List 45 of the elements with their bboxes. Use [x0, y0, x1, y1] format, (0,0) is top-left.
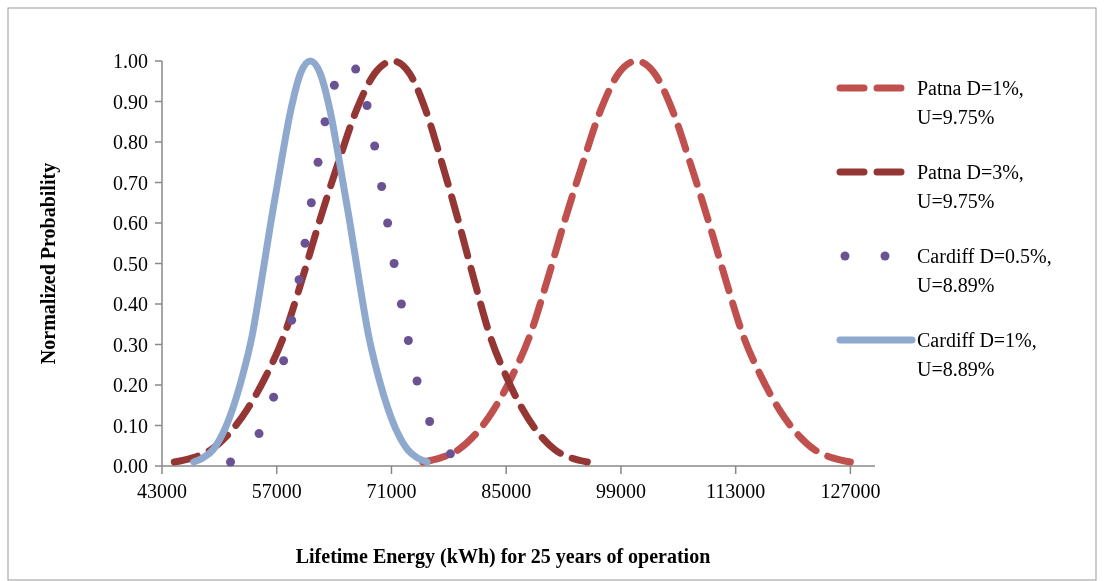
y-tick-label: 1.00 — [113, 50, 148, 72]
point — [377, 182, 387, 192]
point — [362, 101, 372, 111]
point — [370, 141, 380, 151]
y-axis-title: Normalized Probability — [37, 162, 60, 365]
point — [287, 315, 297, 325]
y-tick-label: 0.60 — [113, 212, 148, 234]
y-tick-label: 0.10 — [113, 414, 148, 437]
legend-label: Cardiff D=1%, U=8.89% — [917, 329, 1037, 380]
point — [389, 259, 399, 268]
point — [445, 449, 455, 459]
point — [269, 392, 279, 402]
point — [306, 198, 316, 208]
point — [294, 275, 304, 285]
point — [412, 376, 422, 386]
x-tick-label: 85000 — [481, 480, 532, 502]
point — [300, 238, 310, 248]
y-tick-label: 0.20 — [113, 374, 148, 396]
point — [329, 80, 339, 90]
y-tick-label: 0.30 — [113, 333, 148, 356]
x-tick-label: 127000 — [820, 480, 881, 502]
x-tick-label: 43000 — [137, 480, 187, 502]
legend-label: Patna D=1%, U=9.75% — [917, 77, 1024, 128]
point — [279, 356, 289, 366]
point — [425, 416, 435, 426]
legend-label: Cardiff D=0.5%, U=8.89% — [917, 245, 1052, 296]
point — [226, 457, 236, 467]
x-tick-label: 113000 — [706, 480, 766, 502]
x-tick-label: 99000 — [595, 480, 646, 502]
y-tick-label: 0.00 — [113, 455, 148, 477]
y-tick-label: 0.80 — [113, 131, 148, 153]
point — [351, 64, 361, 74]
point — [383, 218, 393, 228]
point — [396, 299, 406, 309]
y-tick-label: 0.70 — [113, 171, 148, 194]
y-tick-label: 0.40 — [113, 293, 148, 315]
x-tick-label: 71000 — [366, 480, 417, 502]
point — [254, 429, 264, 439]
point — [403, 335, 413, 345]
y-tick-label: 0.90 — [113, 90, 148, 113]
legend-label: Patna D=3%, U=9.75% — [917, 161, 1024, 212]
point — [313, 157, 323, 167]
x-tick-label: 57000 — [251, 480, 302, 502]
x-axis-title: Lifetime Energy (kWh) for 25 years of operation — [295, 545, 711, 568]
y-tick-label: 0.50 — [113, 252, 148, 275]
